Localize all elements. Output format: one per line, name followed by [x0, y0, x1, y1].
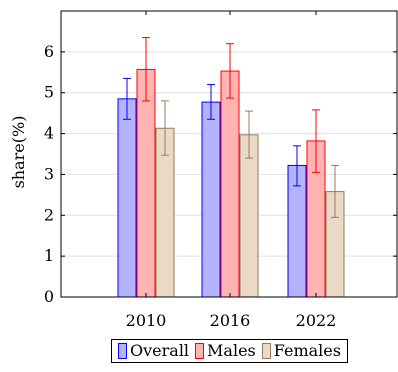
- legend-label-males: Males: [207, 341, 256, 360]
- error-bars: [123, 37, 339, 218]
- y-tick-label-4: 4: [44, 124, 54, 143]
- bar-overall-2016: [201, 101, 221, 298]
- legend-item-overall: Overall: [118, 341, 189, 360]
- error-bar-males-2010: [142, 37, 150, 102]
- error-bar-overall-2016: [207, 84, 215, 120]
- legend-label-overall: Overall: [130, 341, 190, 360]
- y-axis-ticks: 0 1 2 3 4 5 6: [44, 42, 397, 306]
- bar-males-2010: [136, 68, 156, 298]
- x-axis-ticks: 2010 2016 2022: [126, 11, 337, 330]
- y-tick-label-2: 2: [44, 205, 54, 224]
- error-bar-males-2016: [226, 43, 234, 99]
- error-bar-males-2022: [312, 109, 320, 173]
- y-tick-label-5: 5: [44, 83, 54, 102]
- error-bar-overall-2010: [123, 77, 131, 120]
- error-bar-females-2010: [161, 100, 169, 156]
- x-tick-label-2: 2022: [296, 311, 337, 330]
- plot-frame: [60, 10, 398, 298]
- y-axis-label: share(%): [9, 116, 28, 189]
- y-tick-label-6: 6: [44, 42, 54, 61]
- legend-item-females: Females: [261, 341, 341, 360]
- legend: Overall Males Females: [111, 339, 348, 363]
- legend-swatch-males: [195, 342, 205, 359]
- bars: [117, 68, 345, 298]
- bar-males-2016: [220, 70, 240, 298]
- legend-swatch-overall: [118, 342, 127, 359]
- legend-label-females: Females: [273, 341, 341, 360]
- bar-overall-2010: [117, 98, 137, 298]
- error-bar-overall-2022: [293, 145, 301, 187]
- error-bar-females-2016: [245, 110, 253, 159]
- bar-females-2016: [239, 134, 259, 298]
- legend-item-males: Males: [195, 341, 256, 360]
- x-tick-label-1: 2016: [210, 311, 251, 330]
- x-tick-label-0: 2010: [126, 311, 167, 330]
- error-bar-females-2022: [331, 164, 339, 218]
- legend-swatch-females: [261, 342, 271, 359]
- y-tick-label-3: 3: [44, 164, 54, 183]
- y-tick-label-1: 1: [44, 246, 54, 265]
- y-tick-label-0: 0: [44, 287, 54, 306]
